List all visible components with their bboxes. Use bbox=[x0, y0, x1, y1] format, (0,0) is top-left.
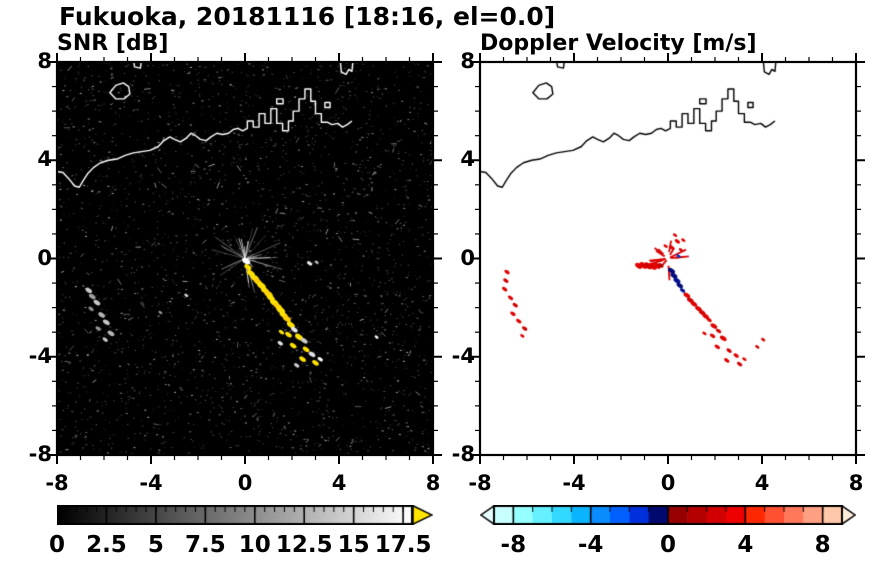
doppler-x-tick-label: 8 bbox=[848, 471, 864, 495]
snr-colorbar-label: 5 bbox=[147, 532, 164, 558]
snr-colorbar-label: 12.5 bbox=[275, 532, 333, 558]
doppler-y-tick-label: -8 bbox=[451, 442, 475, 466]
snr-y-tick-label: 4 bbox=[37, 147, 52, 172]
doppler-colorbar-label: -4 bbox=[577, 532, 604, 558]
figure-title: Fukuoka, 20181116 [18:16, el=0.0] bbox=[59, 2, 556, 31]
snr-x-tick-label: 0 bbox=[237, 471, 253, 495]
doppler-colorbar-label: 4 bbox=[737, 532, 754, 558]
snr-y-tick-label: 8 bbox=[37, 49, 52, 73]
doppler-x-tick-label: -8 bbox=[468, 471, 492, 495]
doppler-x-tick-label: 4 bbox=[754, 471, 770, 495]
snr-x-tick-label: -4 bbox=[139, 471, 163, 495]
snr-plot-canvas bbox=[57, 62, 433, 455]
doppler-y-tick-label: -4 bbox=[451, 343, 475, 368]
snr-colorbar-label: 7.5 bbox=[184, 532, 226, 558]
snr-colorbar-label: 0 bbox=[48, 532, 66, 558]
snr-panel-title: SNR [dB] bbox=[57, 31, 169, 56]
doppler-colorbar bbox=[480, 505, 856, 525]
snr-y-tick-label: -8 bbox=[28, 442, 52, 466]
doppler-y-tick-label: 0 bbox=[460, 245, 475, 270]
doppler-x-tick-label: -4 bbox=[562, 471, 586, 495]
doppler-colorbar-label: 8 bbox=[814, 532, 831, 558]
doppler-axes bbox=[471, 53, 865, 464]
snr-x-tick-label: 4 bbox=[331, 471, 347, 495]
snr-x-tick-label: -8 bbox=[45, 471, 69, 495]
snr-colorbar-label: 15 bbox=[337, 532, 370, 558]
snr-axes bbox=[48, 53, 442, 464]
snr-x-tick-label: 8 bbox=[425, 471, 441, 495]
doppler-colorbar-label: -8 bbox=[500, 532, 527, 558]
doppler-x-tick-label: 0 bbox=[660, 471, 676, 495]
snr-colorbar-label: 10 bbox=[238, 532, 271, 558]
snr-y-tick-label: 0 bbox=[37, 245, 52, 270]
doppler-panel-title: Doppler Velocity [m/s] bbox=[480, 31, 757, 56]
snr-colorbar-label: 17.5 bbox=[374, 532, 432, 558]
snr-colorbar bbox=[57, 505, 433, 525]
snr-colorbar-label: 2.5 bbox=[86, 532, 127, 558]
doppler-colorbar-label: 0 bbox=[659, 532, 677, 558]
doppler-y-tick-label: 4 bbox=[460, 147, 475, 172]
doppler-y-tick-label: 8 bbox=[460, 49, 475, 73]
doppler-plot-canvas bbox=[480, 62, 856, 455]
snr-y-tick-label: -4 bbox=[28, 343, 52, 368]
doppler-panel bbox=[470, 52, 866, 465]
snr-panel bbox=[47, 52, 443, 465]
